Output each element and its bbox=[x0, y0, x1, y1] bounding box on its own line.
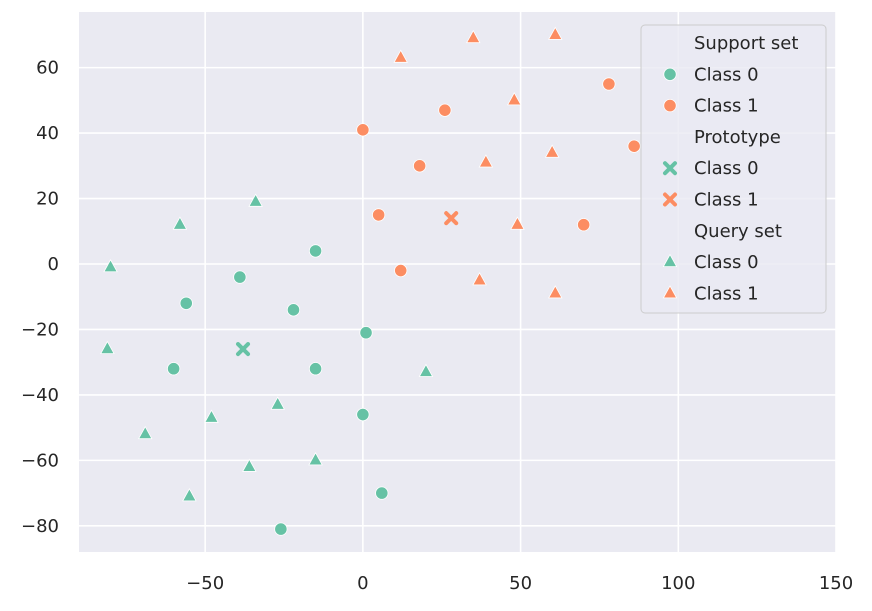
query-set-class-0-triangle-point bbox=[248, 193, 263, 207]
legend-entry-label: Class 1 bbox=[694, 190, 759, 211]
support-set-class-0-circle-point bbox=[179, 296, 193, 310]
legend-triangle-icon bbox=[662, 285, 678, 299]
legend-triangle-icon bbox=[662, 253, 678, 268]
support-set-class-1-circle-point bbox=[356, 123, 370, 137]
legend-circle-icon bbox=[663, 67, 677, 81]
support-set-class-0-circle-point bbox=[233, 270, 247, 284]
y-tick-label: 20 bbox=[36, 189, 59, 210]
support-set-class-0-circle-point bbox=[308, 362, 323, 376]
query-set-class-1-triangle-point bbox=[472, 272, 487, 286]
query-set-class-1-triangle-point bbox=[393, 49, 409, 63]
query-set-class-0-triangle-point bbox=[100, 340, 115, 354]
query-set-class-0-triangle-point bbox=[204, 409, 219, 423]
query-set-class-0-triangle-point bbox=[270, 396, 285, 410]
query-set-class-0-triangle-point bbox=[103, 258, 118, 273]
support-set-class-1-circle-point bbox=[577, 218, 591, 232]
x-tick-label: 100 bbox=[661, 573, 695, 594]
query-set-class-1-triangle-point bbox=[506, 92, 522, 106]
support-set-class-1-circle-point bbox=[602, 77, 616, 91]
legend-x-icon bbox=[663, 161, 677, 176]
support-set-class-0-circle-point bbox=[359, 326, 373, 340]
x-tick-label: 0 bbox=[357, 573, 368, 594]
legend-entry-label: Class 0 bbox=[694, 64, 759, 85]
prototype-class-0-x-point bbox=[236, 342, 251, 357]
query-set-class-0-triangle-point bbox=[418, 363, 434, 377]
y-tick-label: 60 bbox=[36, 58, 59, 79]
y-tick-label: 40 bbox=[36, 123, 59, 144]
query-set-class-0-triangle-point bbox=[242, 458, 257, 472]
support-set-class-0-circle-point bbox=[167, 362, 181, 376]
query-set-class-0-triangle-point bbox=[308, 452, 323, 466]
support-set-class-1-circle-point bbox=[413, 159, 427, 173]
query-set-class-1-triangle-point bbox=[465, 29, 481, 44]
data-points bbox=[100, 26, 641, 536]
legend-circle-icon bbox=[663, 99, 677, 113]
y-tick-label: −80 bbox=[21, 516, 59, 537]
legend-entry-label: Class 1 bbox=[694, 283, 759, 304]
x-tick-label: −50 bbox=[186, 573, 224, 594]
query-set-class-1-triangle-point bbox=[548, 26, 563, 40]
query-set-class-1-triangle-point bbox=[548, 285, 563, 299]
legend-entry-label: Class 0 bbox=[694, 158, 759, 179]
support-set-class-0-circle-point bbox=[286, 303, 301, 317]
x-tick-label: 150 bbox=[819, 573, 853, 594]
x-tick-label: 50 bbox=[509, 573, 532, 594]
legend[interactable]: Support set Class 0 Class 1 Prototype Class … bbox=[640, 24, 827, 314]
support-set-class-1-circle-point bbox=[394, 263, 408, 278]
legend-entry-label: Class 1 bbox=[694, 96, 759, 117]
legend-entry-label: Class 0 bbox=[694, 252, 759, 273]
query-set-class-0-triangle-point bbox=[172, 216, 188, 230]
support-set-class-1-circle-point bbox=[627, 139, 641, 153]
legend-group-title: Prototype bbox=[694, 127, 781, 148]
legend-group-title: Query set bbox=[694, 221, 782, 242]
legend-box bbox=[640, 24, 827, 314]
y-tick-label: −40 bbox=[21, 385, 59, 406]
legend-group-title: Support set bbox=[694, 33, 798, 54]
y-tick-label: −60 bbox=[21, 450, 59, 471]
support-set-class-1-circle-point bbox=[372, 208, 386, 222]
query-set-class-0-triangle-point bbox=[137, 425, 153, 440]
y-tick-label: −20 bbox=[21, 319, 59, 340]
prototype-class-1-x-point bbox=[444, 211, 459, 226]
support-set-class-0-circle-point bbox=[356, 407, 370, 422]
y-tick-label: 0 bbox=[48, 254, 59, 275]
support-set-class-0-circle-point bbox=[375, 486, 389, 500]
support-set-class-0-circle-point bbox=[274, 522, 288, 536]
legend-x-icon bbox=[663, 192, 677, 207]
query-set-class-1-triangle-point bbox=[510, 216, 525, 230]
query-set-class-1-triangle-point bbox=[478, 154, 494, 168]
query-set-class-1-triangle-point bbox=[544, 144, 560, 158]
support-set-class-1-circle-point bbox=[438, 103, 452, 117]
tick-labels: −50 0 50 100 150 −80 −60 −40 −20 0 20 40 60 bbox=[21, 58, 853, 594]
support-set-class-0-circle-point bbox=[308, 244, 323, 258]
query-set-class-0-triangle-point bbox=[182, 488, 197, 502]
